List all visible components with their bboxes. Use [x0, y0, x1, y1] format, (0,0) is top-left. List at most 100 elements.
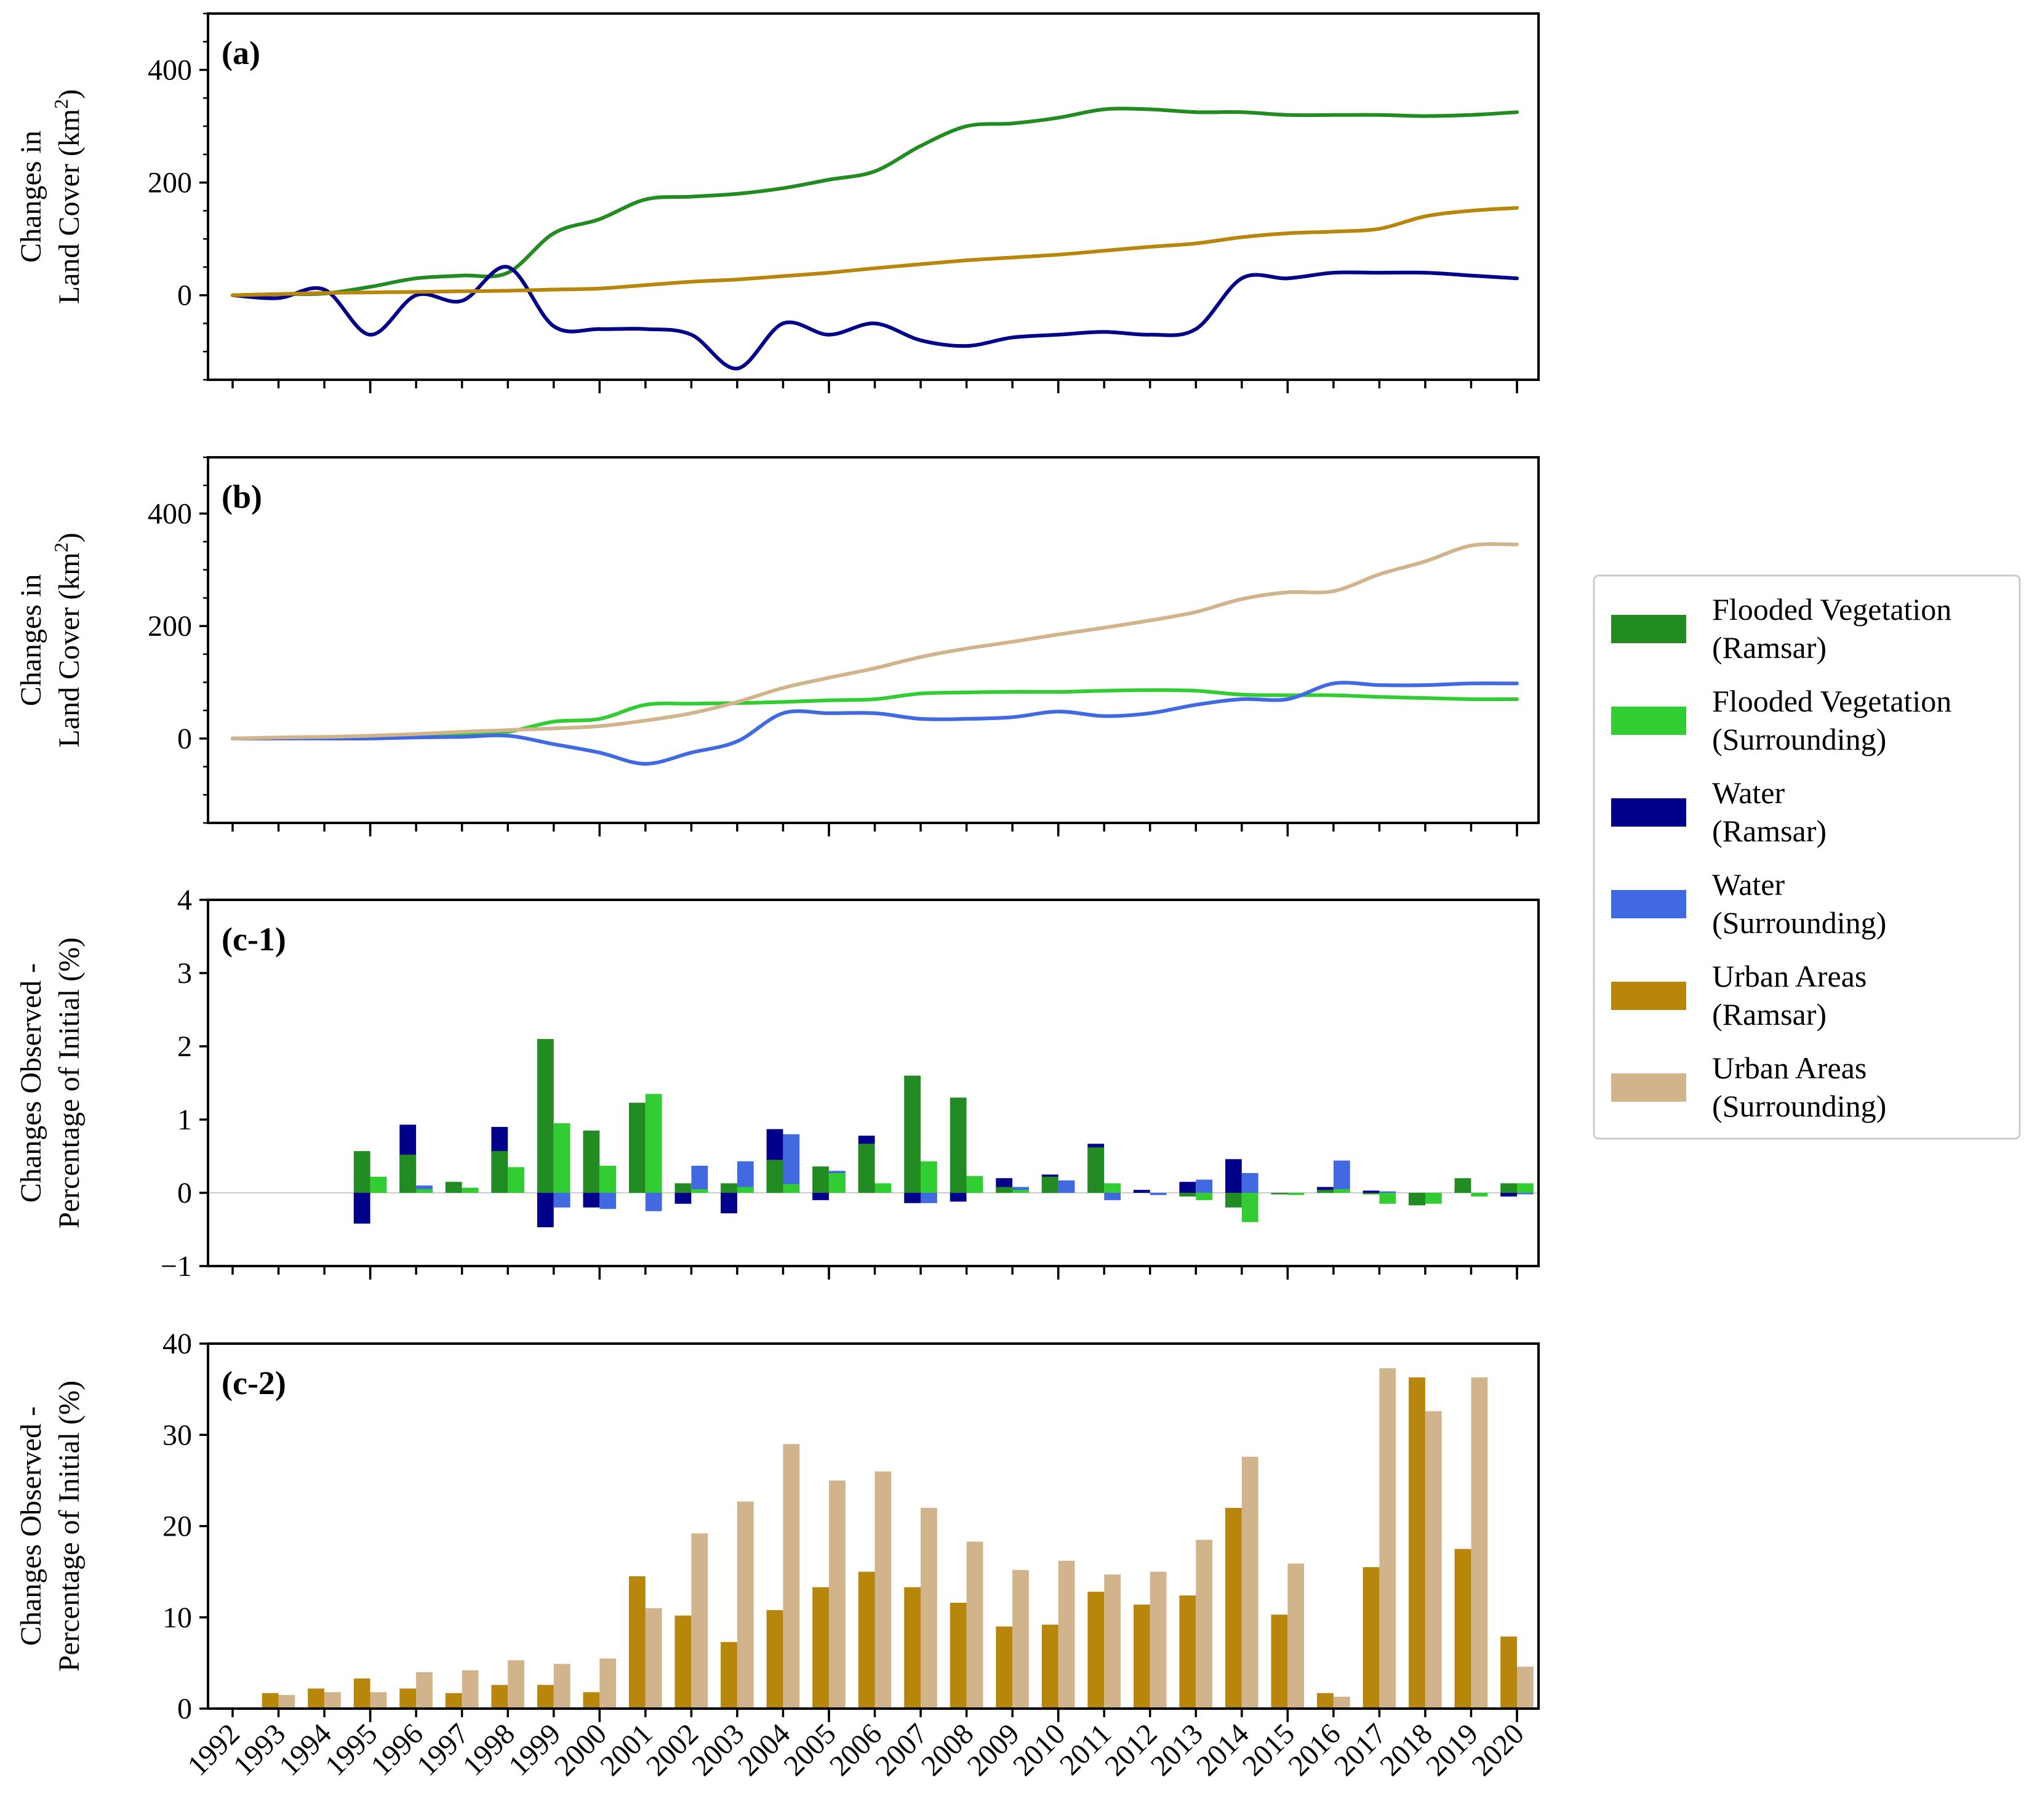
bar-0-18: [1041, 1624, 1059, 1709]
y-tick-label: 200: [148, 167, 192, 199]
bar-3-26: [1425, 1193, 1442, 1204]
y-tick-label: 0: [177, 1177, 192, 1209]
bar-1-5: [462, 1670, 479, 1709]
bar-2-25: [1379, 1191, 1396, 1193]
bar-0-5: [445, 1693, 462, 1709]
bar-3-23: [1287, 1193, 1305, 1195]
bar-1-8: [599, 1658, 617, 1709]
panel-label: (a): [222, 34, 260, 71]
bar-1-28: [1500, 1183, 1517, 1193]
bar-1-23: [1287, 1563, 1305, 1709]
bar-1-4: [399, 1155, 417, 1193]
y-axis-label-line1: Changes in: [15, 574, 47, 707]
bar-1-28: [1517, 1666, 1534, 1709]
bar-1-25: [1379, 1368, 1396, 1709]
legend-swatch-4: [1611, 982, 1686, 1010]
legend: Flooded Vegetation(Ramsar)Flooded Vegeta…: [1593, 574, 2021, 1140]
panel-label: (b): [222, 478, 262, 515]
bar-2-10: [691, 1166, 708, 1193]
bar-0-16: [950, 1603, 967, 1709]
bar-2-18: [1058, 1180, 1075, 1193]
bar-1-12: [766, 1160, 783, 1193]
y-axis-label-line1: Changes Observed -: [15, 963, 47, 1203]
bar-2-8: [599, 1193, 617, 1209]
bar-0-16: [950, 1193, 967, 1202]
bar-1-2: [324, 1692, 341, 1709]
bar-1-16: [966, 1541, 983, 1709]
bar-0-28: [1500, 1636, 1517, 1709]
bar-0-26: [1409, 1377, 1425, 1709]
legend-label-line1: Urban Areas: [1712, 1051, 1867, 1085]
bar-1-11: [721, 1183, 737, 1193]
bar-1-7: [553, 1664, 570, 1709]
panel-c1: −1 0 1 2 3 4 (c-1) Changes Observed - Percentage…: [15, 884, 1540, 1283]
bar-1-6: [491, 1151, 508, 1193]
bar-1-10: [674, 1183, 692, 1193]
bar-1-13: [829, 1480, 846, 1709]
bar-0-28: [1500, 1193, 1517, 1197]
bar-0-22: [1225, 1507, 1242, 1709]
bar-3-10: [691, 1189, 708, 1193]
bar-0-21: [1179, 1595, 1196, 1709]
y-tick-label: 400: [148, 54, 192, 87]
y-tick-label: 1: [177, 1104, 192, 1136]
bar-1-19: [1104, 1574, 1121, 1709]
bar-0-9: [629, 1576, 646, 1709]
bar-0-19: [1087, 1592, 1105, 1709]
y-tick-label: 0: [177, 1693, 192, 1725]
bar-0-4: [399, 1688, 417, 1709]
bar-1-22: [1225, 1193, 1242, 1208]
bar-3-5: [462, 1187, 479, 1193]
legend-label-line2: (Surrounding): [1712, 722, 1886, 756]
bar-0-3: [353, 1678, 370, 1709]
bar-1-18: [1041, 1176, 1059, 1193]
bar-0-2: [308, 1688, 324, 1709]
y-tick-label: −1: [161, 1250, 192, 1283]
bar-0-25: [1363, 1190, 1380, 1193]
bar-0-14: [858, 1571, 875, 1709]
bar-2-19: [1104, 1193, 1121, 1200]
y-tick-label: 3: [177, 957, 192, 990]
bar-0-6: [491, 1685, 508, 1709]
bar-1-3: [370, 1692, 387, 1709]
bar-1-15: [921, 1507, 937, 1709]
bar-3-27: [1471, 1193, 1488, 1197]
series-line-2: [231, 206, 1519, 297]
bar-1-7: [537, 1039, 554, 1193]
bar-1-1: [278, 1694, 295, 1709]
y-tick-label: 10: [162, 1602, 192, 1634]
legend-swatch-1: [1611, 707, 1686, 735]
bar-3-6: [508, 1167, 524, 1193]
legend-swatch-3: [1611, 890, 1686, 918]
bar-3-15: [921, 1161, 937, 1193]
bar-0-10: [674, 1615, 692, 1709]
panel-label: (c-1): [222, 921, 286, 958]
bar-1-21: [1196, 1539, 1213, 1709]
bar-0-7: [537, 1193, 554, 1227]
bar-1-24: [1333, 1696, 1350, 1709]
legend-label-line2: (Ramsar): [1712, 630, 1827, 665]
bar-0-20: [1133, 1190, 1150, 1193]
y-tick-label: 2: [177, 1030, 192, 1063]
bar-0-7: [537, 1685, 554, 1709]
axes-frame: [207, 899, 1540, 1267]
bar-3-12: [783, 1184, 800, 1193]
bar-1-15: [904, 1075, 921, 1193]
bar-0-13: [812, 1193, 829, 1200]
y-axis-label-line2: Percentage of Initial (%): [53, 937, 86, 1229]
legend-label-line1: Water: [1712, 867, 1785, 902]
bar-3-19: [1104, 1183, 1121, 1193]
bar-0-13: [812, 1587, 829, 1709]
y-tick-label: 4: [177, 884, 192, 916]
legend-swatch-2: [1611, 798, 1686, 827]
bar-3-13: [829, 1173, 846, 1193]
bar-0-17: [996, 1626, 1013, 1709]
series-line-0: [231, 106, 1519, 297]
bar-0-22: [1225, 1159, 1242, 1193]
bar-1-24: [1317, 1190, 1334, 1193]
bar-1-12: [783, 1444, 800, 1709]
bar-1-16: [950, 1097, 967, 1193]
bar-1-3: [353, 1151, 370, 1193]
bar-0-10: [674, 1193, 692, 1204]
